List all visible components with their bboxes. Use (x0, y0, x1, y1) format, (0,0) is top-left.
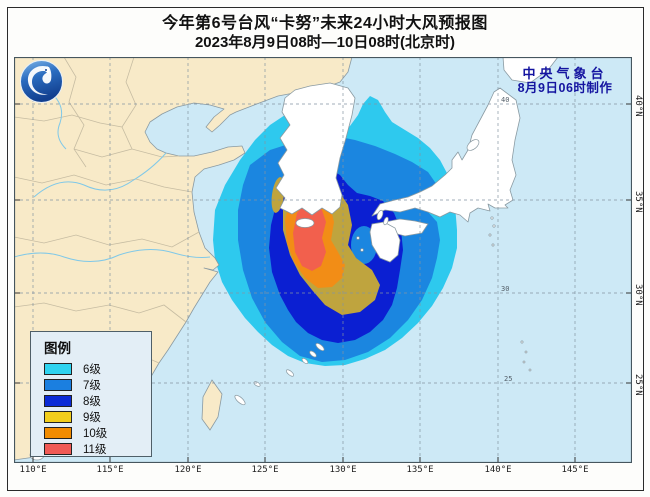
legend-swatch-6 (44, 363, 72, 375)
izu-islet (490, 216, 494, 220)
legend-item-9: 9级 (44, 409, 151, 425)
lat-label-35n: 35°N (633, 191, 643, 213)
lat-label-40n: 40°N (633, 95, 643, 117)
legend-item-8: 8级 (44, 393, 151, 409)
okinawa-island (234, 394, 246, 406)
lon-label-125e: 125°E (251, 465, 279, 475)
lat-label-30n: 30°N (633, 284, 643, 306)
svg-text:30: 30 (501, 285, 509, 293)
legend-box: 图例 6级 7级 8级 9级 10级 11级 (30, 331, 152, 457)
tsushima-island (376, 209, 384, 221)
legend-swatch-7 (44, 379, 72, 391)
legend-item-11: 11级 (44, 441, 151, 457)
lon-label-145e: 145°E (561, 465, 589, 475)
lon-label-130e: 130°E (329, 465, 357, 475)
map-title: 今年第6号台风“卡努”未来24小时大风预报图 (162, 15, 488, 32)
legend-item-6: 6级 (44, 361, 151, 377)
goto-islet (356, 236, 360, 240)
legend-label-10: 10级 (83, 428, 108, 440)
jeju-island (295, 218, 315, 228)
inner-graticule-labels: 40 30 25 (501, 96, 512, 383)
cma-dragon-logo (19, 59, 64, 104)
legend-label-8: 8级 (83, 396, 101, 408)
legend-swatch-11 (44, 443, 72, 455)
honshu-landmass (371, 87, 521, 223)
svg-text:25: 25 (504, 375, 512, 383)
lon-label-135e: 135°E (406, 465, 434, 475)
issuer-watermark: 中央气象台 8月9日06时制作 (495, 66, 635, 96)
issuer-agency: 中央气象台 (522, 66, 608, 81)
legend-item-7: 7级 (44, 377, 151, 393)
legend-title: 图例 (44, 341, 71, 356)
taiwan-island (201, 379, 223, 431)
ryukyu-island (315, 343, 325, 351)
map-subtitle: 2023年8月9日08时—10日08时(北京时) (194, 34, 456, 51)
lon-label-140e: 140°E (484, 465, 512, 475)
page-border (7, 7, 644, 491)
lon-label-115e: 115°E (96, 465, 124, 475)
lat-label-25n: 25°N (633, 374, 643, 396)
kyushu-landmass (369, 221, 401, 263)
legend-swatch-8 (44, 395, 72, 407)
map-border (13, 56, 633, 464)
lon-label-110e: 110°E (19, 465, 47, 475)
legend-item-10: 10级 (44, 425, 151, 441)
legend-label-7: 7级 (83, 380, 101, 392)
sado-island (466, 139, 480, 151)
legend-label-11: 11级 (83, 444, 107, 456)
legend-swatch-10 (44, 427, 72, 439)
korea-landmass (275, 82, 356, 216)
svg-text:40: 40 (501, 96, 509, 104)
rivers (13, 91, 211, 262)
legend-swatch-9 (44, 411, 72, 423)
ogasawara-islet (520, 340, 524, 344)
lon-label-120e: 120°E (174, 465, 202, 475)
legend-label-9: 9级 (83, 412, 101, 424)
issuer-time: 8月9日06时制作 (517, 81, 613, 95)
legend-label-6: 6级 (83, 364, 101, 376)
